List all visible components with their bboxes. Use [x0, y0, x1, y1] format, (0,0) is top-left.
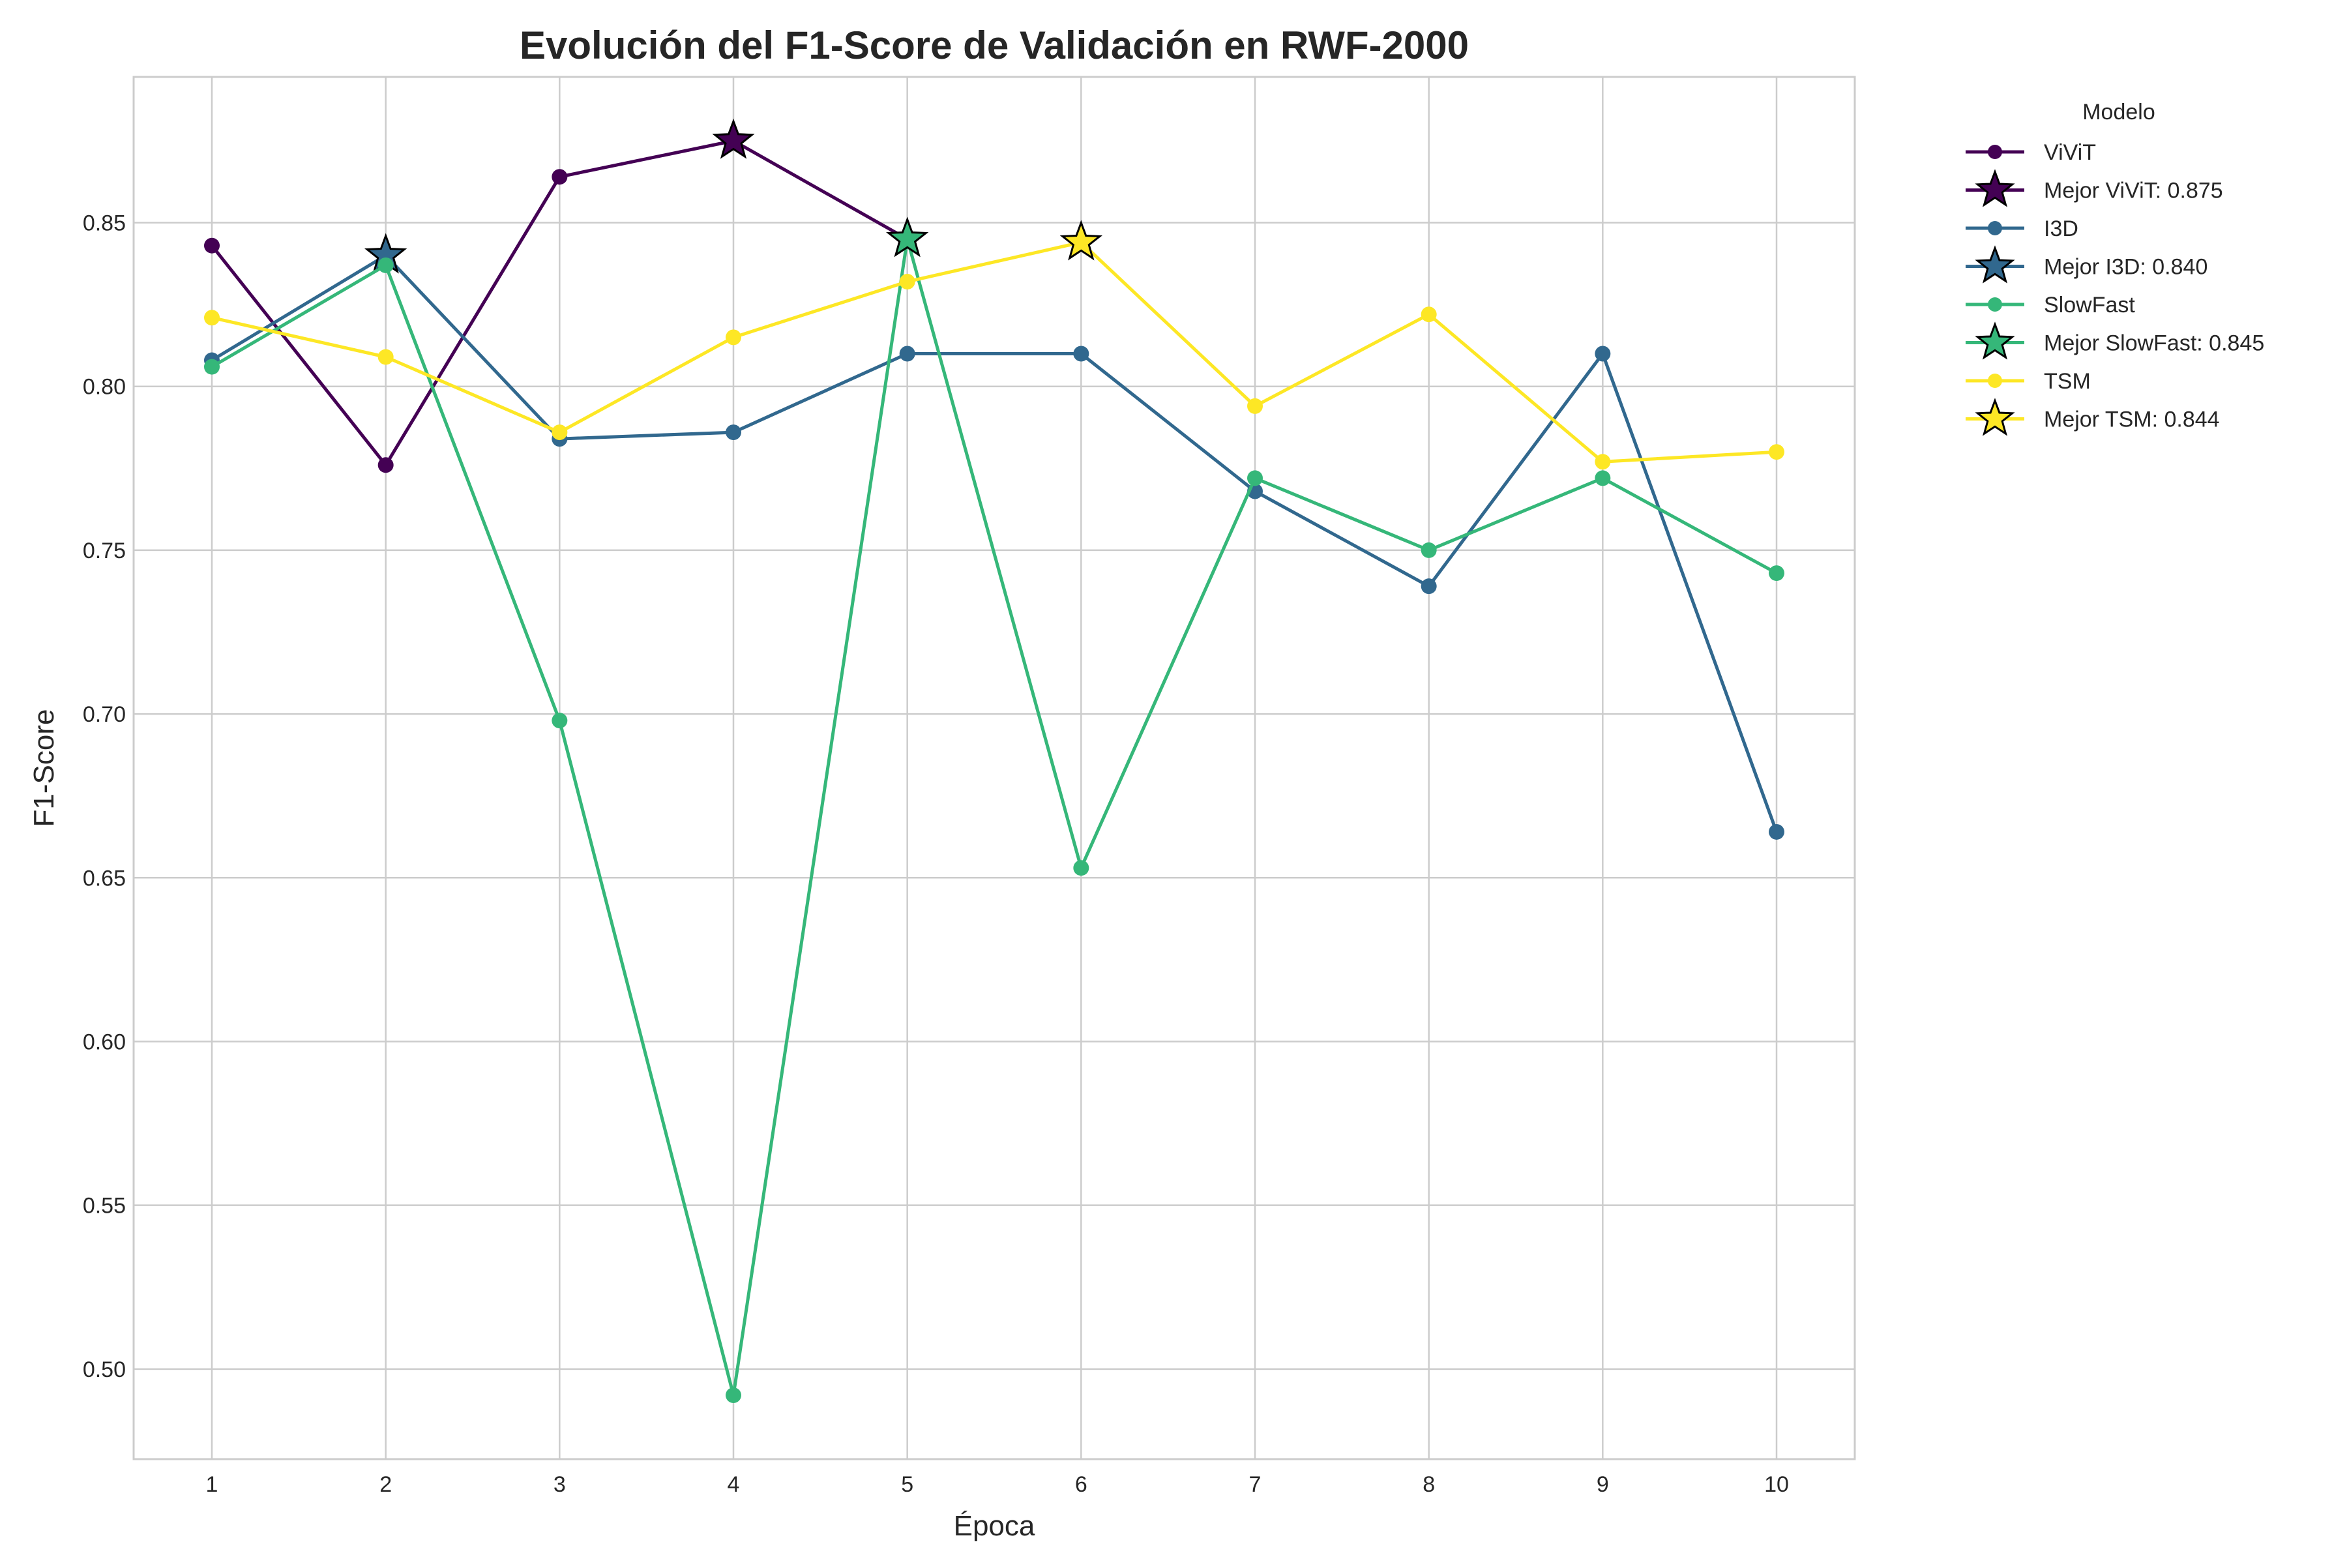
data-point: [1595, 454, 1611, 470]
data-point: [1421, 306, 1437, 323]
data-point: [1247, 398, 1263, 414]
best-marker-star: [1059, 220, 1102, 261]
x-tick-label: 4: [728, 1472, 740, 1497]
x-tick-label: 10: [1764, 1472, 1789, 1497]
y-tick-label: 0.85: [83, 211, 126, 236]
data-point: [377, 457, 394, 473]
series-tsm: [204, 220, 1784, 470]
y-axis-ticks: 0.50 0.55 0.60 0.65 0.70 0.75 0.80 0.85: [83, 211, 126, 1382]
data-point: [726, 329, 741, 346]
legend-items: ViViT Mejor ViViT: 0.875 I3D Mejor I3D: 0.8…: [1966, 140, 2264, 436]
legend-label: Mejor I3D: 0.840: [2044, 255, 2207, 280]
data-point: [726, 1387, 741, 1404]
series-line: [211, 237, 1778, 1397]
data-point: [204, 237, 220, 254]
data-point: [899, 346, 915, 362]
series-line: [211, 254, 1779, 833]
x-tick-label: 1: [206, 1472, 218, 1497]
y-tick-label: 0.55: [83, 1194, 126, 1219]
data-point: [1421, 542, 1437, 558]
data-point: [1247, 470, 1263, 486]
data-point: [1769, 565, 1784, 582]
data-point: [552, 424, 568, 441]
x-tick-label: 8: [1423, 1472, 1435, 1497]
x-tick-label: 2: [379, 1472, 392, 1497]
x-tick-label: 9: [1597, 1472, 1609, 1497]
x-tick-label: 5: [901, 1472, 913, 1497]
best-marker-star: [886, 216, 929, 258]
data-point: [1073, 346, 1089, 362]
best-marker-star: [712, 118, 755, 159]
y-tick-label: 0.70: [83, 702, 126, 727]
y-tick-label: 0.50: [83, 1357, 126, 1382]
x-tick-label: 7: [1249, 1472, 1262, 1497]
data-point: [552, 169, 568, 185]
legend-label: Mejor TSM: 0.844: [2044, 407, 2220, 432]
legend-marker: [1988, 221, 2002, 235]
data-point: [377, 349, 394, 365]
data-point: [1769, 444, 1784, 460]
plot-frame: [132, 76, 1856, 1460]
legend-marker: [1988, 374, 2002, 388]
data-point: [899, 273, 915, 289]
data-point: [1595, 470, 1611, 486]
legend-label: Mejor ViViT: 0.875: [2044, 179, 2223, 203]
x-axis-ticks: 1 2 3 4 5 6 7 8 9 10: [206, 1472, 1789, 1497]
y-tick-label: 0.80: [83, 375, 126, 400]
legend-label: Mejor SlowFast: 0.845: [2044, 331, 2264, 356]
data-point: [1421, 578, 1437, 595]
legend: Modelo ViViT Mejor ViViT: 0.875 I3D Mejor I…: [1966, 100, 2264, 436]
legend-label: I3D: [2044, 216, 2078, 241]
data-point: [377, 257, 394, 273]
y-axis-label: F1-Score: [28, 709, 60, 827]
y-tick-label: 0.65: [83, 866, 126, 891]
y-tick-label: 0.75: [83, 539, 126, 563]
x-tick-label: 6: [1075, 1472, 1087, 1497]
data-point: [726, 424, 741, 441]
data-point: [552, 713, 568, 729]
data-point: [204, 359, 220, 375]
series-line: [211, 241, 1777, 464]
legend-label: ViViT: [2044, 140, 2096, 165]
series: [204, 118, 1784, 1404]
legend-star-marker: [1975, 398, 2015, 436]
series-slowfast: [204, 216, 1784, 1404]
data-point: [204, 310, 220, 326]
data-point: [1595, 346, 1611, 362]
data-point: [1073, 860, 1089, 876]
data-point: [1769, 823, 1784, 840]
legend-label: SlowFast: [2044, 293, 2135, 318]
legend-star-marker: [1975, 245, 2015, 284]
legend-star-marker: [1975, 321, 2015, 360]
legend-marker: [1988, 297, 2002, 312]
series-i3d: [204, 233, 1784, 840]
legend-title: Modelo: [2082, 100, 2155, 125]
legend-star-marker: [1975, 169, 2015, 207]
legend-label: TSM: [2044, 369, 2091, 394]
x-axis-label: Época: [954, 1510, 1035, 1542]
y-tick-label: 0.60: [83, 1029, 126, 1054]
legend-marker: [1988, 145, 2002, 159]
x-tick-label: 3: [554, 1472, 566, 1497]
chart-title: Evolución del F1-Score de Validación en …: [520, 23, 1469, 67]
